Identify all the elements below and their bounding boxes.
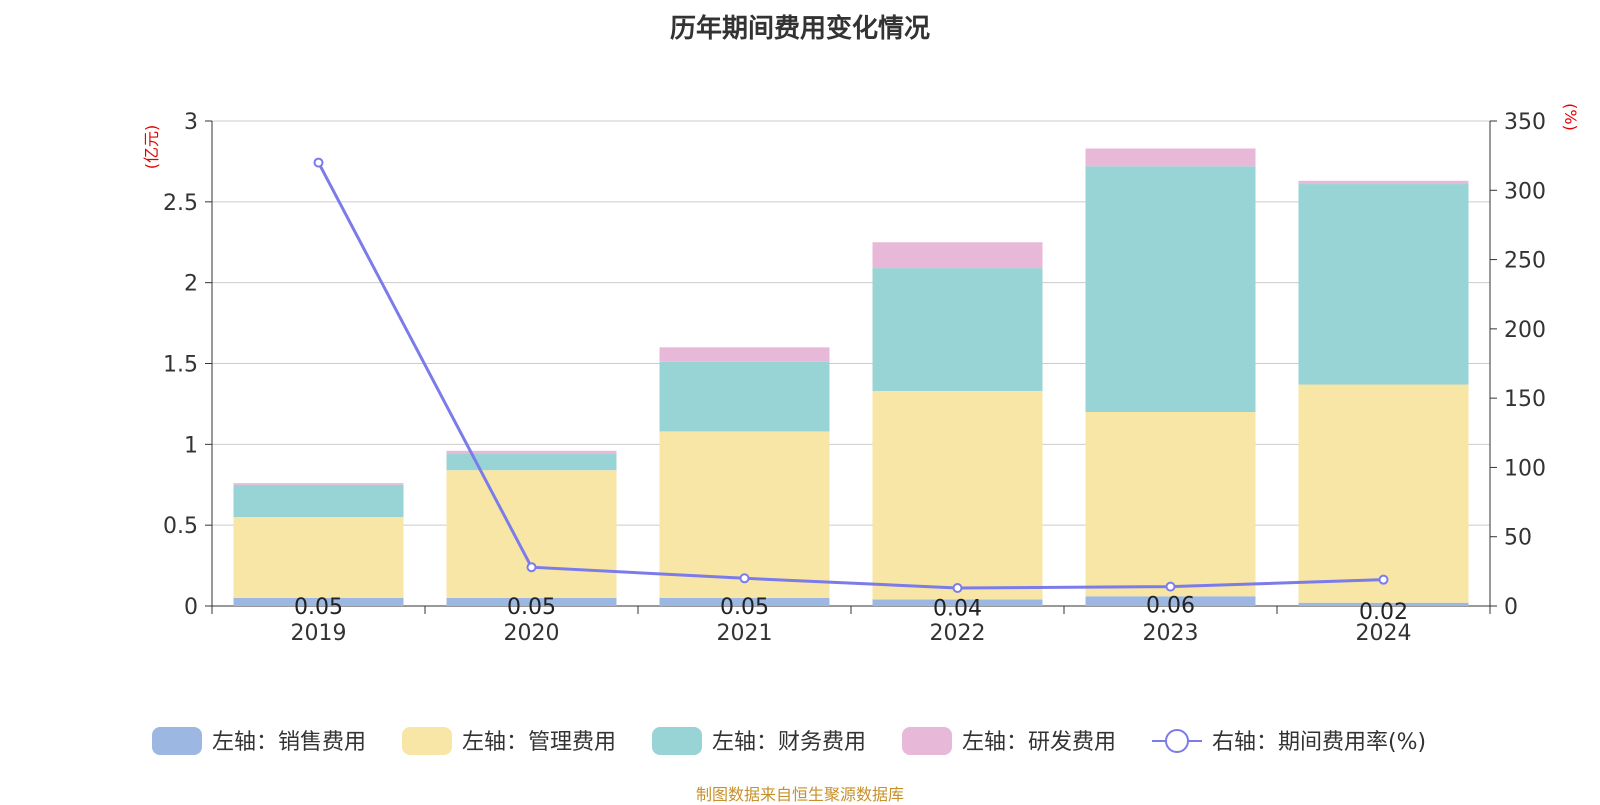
line-point <box>739 573 750 584</box>
line-point <box>526 562 537 573</box>
left-axis-unit: (亿元) <box>142 125 161 170</box>
bar-segment-s1 <box>233 597 404 606</box>
legend-swatch <box>652 727 702 755</box>
bar-segment-s4 <box>1298 180 1469 185</box>
bar-segment-s4 <box>233 483 404 485</box>
bar-segment-s4 <box>872 242 1043 269</box>
bar-segment-s2 <box>1085 412 1256 597</box>
x-axis-tick-label: 2023 <box>1143 621 1199 646</box>
bar-segment-s3 <box>872 268 1043 391</box>
bar-segment-s1 <box>1085 596 1256 606</box>
bar-segment-s3 <box>659 361 830 432</box>
source-footer: 制图数据来自恒生聚源数据库 <box>695 785 904 804</box>
bar-segment-s2 <box>872 390 1043 600</box>
right-axis-tick-label: 200 <box>1504 318 1546 343</box>
line-point <box>313 157 324 168</box>
right-axis-tick-label: 100 <box>1504 456 1546 481</box>
legend-label: 右轴：期间费用率(%) <box>1212 730 1426 755</box>
left-axis-tick-label: 1 <box>184 433 198 458</box>
legend-marker <box>1165 729 1189 753</box>
legend-label: 左轴：销售费用 <box>212 730 366 755</box>
right-axis-tick-label: 250 <box>1504 249 1546 274</box>
legend-swatch <box>902 727 952 755</box>
bar-segment-s1 <box>659 597 830 606</box>
data-label: 0.05 <box>507 595 556 620</box>
x-axis-tick-label: 2019 <box>291 621 347 646</box>
right-axis-tick-label: 50 <box>1504 526 1532 551</box>
chart-title: 历年期间费用变化情况 <box>669 14 930 44</box>
line-point <box>1378 574 1389 585</box>
bar-segment-s2 <box>446 470 617 598</box>
right-axis-tick-label: 350 <box>1504 110 1546 135</box>
bar-segment-s1 <box>1298 602 1469 606</box>
bar-segment-s3 <box>446 454 617 471</box>
bar-segment-s3 <box>1085 166 1256 412</box>
line-series-rate <box>317 161 1384 590</box>
legend-swatch <box>152 727 202 755</box>
data-label: 0.02 <box>1359 600 1408 625</box>
left-axis-tick-label: 1.5 <box>163 353 198 378</box>
data-label: 0.05 <box>720 595 769 620</box>
legend-label: 左轴：研发费用 <box>962 730 1116 755</box>
left-axis-tick-label: 3 <box>184 110 198 135</box>
left-axis-tick-label: 2.5 <box>163 191 198 216</box>
data-label: 0.06 <box>1146 593 1195 618</box>
legend-swatch <box>402 727 452 755</box>
right-axis-unit: (%) <box>1561 103 1580 131</box>
left-axis-tick-label: 0 <box>184 595 198 620</box>
legend-label: 左轴：财务费用 <box>712 730 866 755</box>
bar-segment-s2 <box>659 431 830 598</box>
right-axis-tick-label: 150 <box>1504 387 1546 412</box>
bar-segment-s1 <box>446 597 617 606</box>
x-axis-tick-label: 2020 <box>504 621 560 646</box>
x-axis-tick-label: 2022 <box>930 621 986 646</box>
bar-segment-s4 <box>1085 148 1256 167</box>
bar-segment-s4 <box>659 347 830 362</box>
right-axis-tick-label: 300 <box>1504 179 1546 204</box>
bar-segment-s2 <box>233 517 404 598</box>
bar-segment-s4 <box>446 450 617 455</box>
data-label: 0.05 <box>294 595 343 620</box>
left-axis-tick-label: 0.5 <box>163 514 198 539</box>
bar-segment-s3 <box>1298 184 1469 385</box>
data-label: 0.04 <box>933 597 982 622</box>
line-point <box>1165 581 1176 592</box>
left-axis-tick-label: 2 <box>184 272 198 297</box>
line-point <box>952 582 963 593</box>
bar-segment-s1 <box>872 599 1043 606</box>
legend-label: 左轴：管理费用 <box>462 730 616 755</box>
right-axis-tick-label: 0 <box>1504 595 1518 620</box>
bar-segment-s3 <box>233 484 404 518</box>
x-axis-tick-label: 2021 <box>717 621 773 646</box>
x-axis-tick-label: 2024 <box>1356 621 1412 646</box>
bar-segment-s2 <box>1298 384 1469 603</box>
